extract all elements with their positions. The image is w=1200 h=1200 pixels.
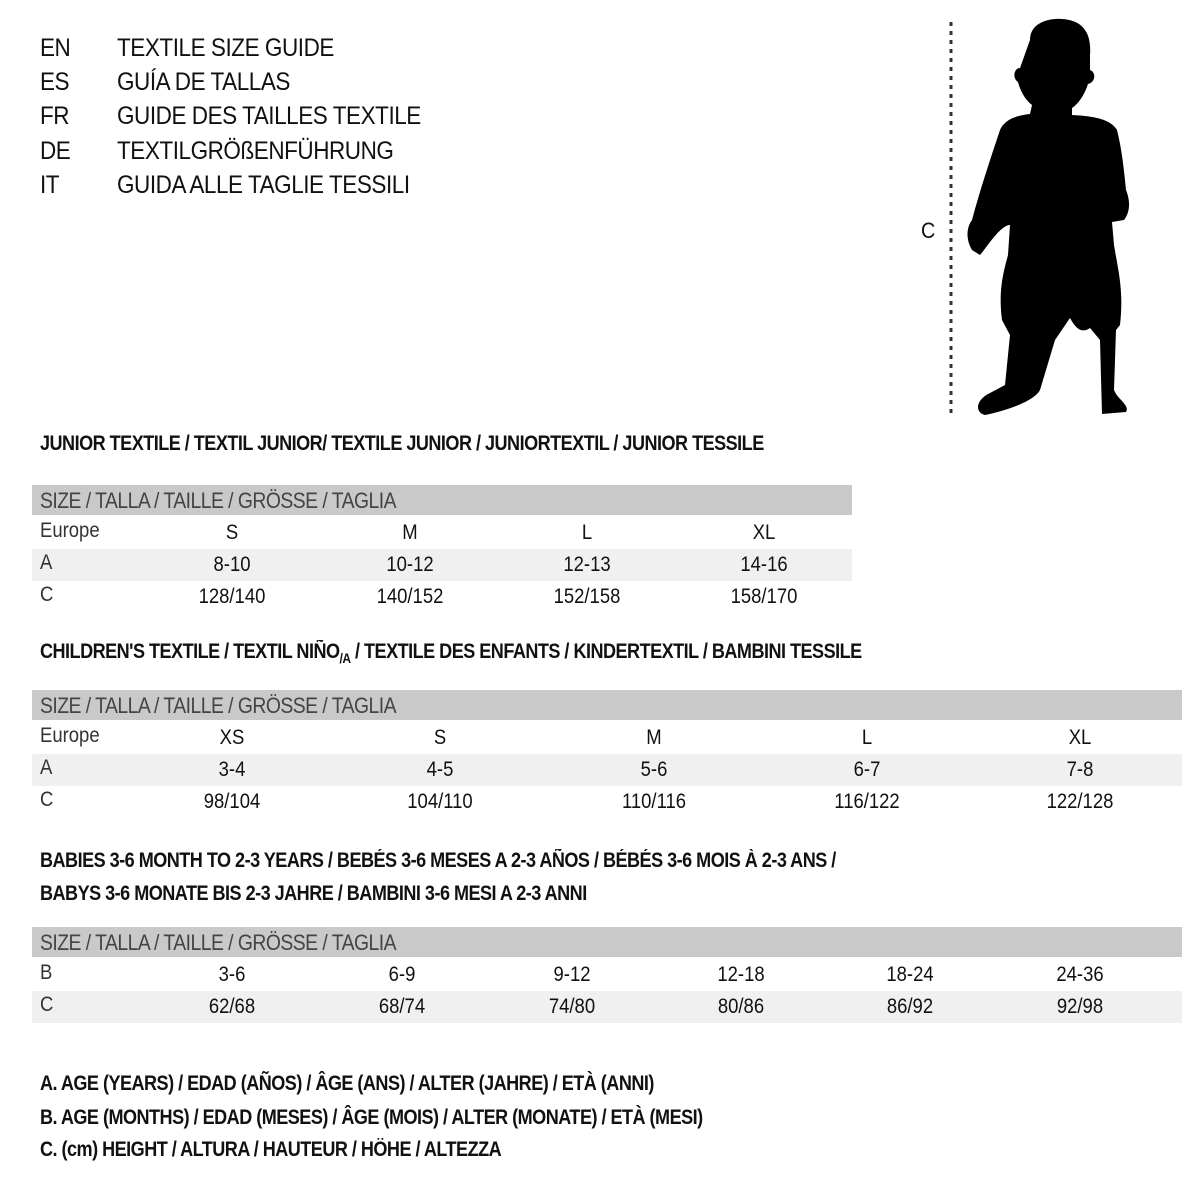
table-cell: 104/110 xyxy=(407,790,473,813)
table-cell: 68/74 xyxy=(378,995,426,1018)
table-cell: 18-24 xyxy=(886,963,934,986)
child-silhouette-icon xyxy=(949,18,1130,415)
title-it: GUIDA ALLE TAGLIE TESSILI xyxy=(117,171,410,199)
section-title-children: CHILDREN'S TEXTILE / TEXTIL NIÑO/A / TEX… xyxy=(40,640,862,666)
table-row: C 98/104 104/110 110/116 116/122 122/128 xyxy=(32,786,1182,818)
table-header: SIZE / TALLA / TAILLE / GRÖSSE / TAGLIA xyxy=(32,485,852,515)
title-fr: GUIDE DES TAILLES TEXTILE xyxy=(117,102,421,130)
table-cell: 98/104 xyxy=(203,790,261,813)
row-label: A xyxy=(40,551,53,574)
section-title-junior: JUNIOR TEXTILE / TEXTIL JUNIOR/ TEXTILE … xyxy=(40,432,764,455)
title-es: GUÍA DE TALLAS xyxy=(117,68,290,96)
table-cell: 62/68 xyxy=(208,995,256,1018)
table-cell: L xyxy=(861,726,873,749)
table-cell: XL xyxy=(752,521,776,544)
table-cell: 4-5 xyxy=(426,758,454,781)
babies-size-table: SIZE / TALLA / TAILLE / GRÖSSE / TAGLIA B… xyxy=(32,927,1182,1023)
table-header: SIZE / TALLA / TAILLE / GRÖSSE / TAGLIA xyxy=(32,690,1182,720)
table-row: A 3-4 4-5 5-6 6-7 7-8 xyxy=(32,754,1182,786)
table-cell: 10-12 xyxy=(386,553,434,576)
table-cell: 14-16 xyxy=(740,553,788,576)
lang-code-fr: FR xyxy=(40,102,70,130)
row-label: B xyxy=(40,961,53,984)
table-cell: 6-7 xyxy=(853,758,881,781)
title-de: TEXTILGRÖßENFÜHRUNG xyxy=(117,137,394,165)
legend-b: B. AGE (MONTHS) / EDAD (MESES) / ÂGE (MO… xyxy=(40,1106,703,1129)
table-cell: 7-8 xyxy=(1066,758,1094,781)
table-cell: 3-6 xyxy=(218,963,246,986)
header-label: SIZE / TALLA / TAILLE / GRÖSSE / TAGLIA xyxy=(40,488,397,513)
section-title-babies-line2: BABYS 3-6 MONATE BIS 2-3 JAHRE / BAMBINI… xyxy=(40,882,587,905)
children-size-table: SIZE / TALLA / TAILLE / GRÖSSE / TAGLIA E… xyxy=(32,690,1182,818)
table-cell: XL xyxy=(1068,726,1092,749)
table-cell: 3-4 xyxy=(218,758,246,781)
table-cell: 128/140 xyxy=(198,585,266,608)
legend-c: C. (cm) HEIGHT / ALTURA / HAUTEUR / HÖHE… xyxy=(40,1138,502,1161)
lang-code-de: DE xyxy=(40,137,71,165)
children-title-main: CHILDREN'S TEXTILE / TEXTIL NIÑO xyxy=(40,640,340,663)
table-cell: 152/158 xyxy=(553,585,621,608)
table-cell: 110/116 xyxy=(621,790,687,813)
row-label: Europe xyxy=(40,724,100,747)
table-row: Europe XS S M L XL xyxy=(32,722,1182,754)
table-header: SIZE / TALLA / TAILLE / GRÖSSE / TAGLIA xyxy=(32,927,1182,957)
table-cell: 74/80 xyxy=(548,995,596,1018)
table-cell: 140/152 xyxy=(376,585,444,608)
table-cell: M xyxy=(402,521,418,544)
children-title-rest: / TEXTILE DES ENFANTS / KINDERTEXTIL / B… xyxy=(350,640,862,663)
row-label: C xyxy=(40,993,54,1016)
table-cell: 158/170 xyxy=(730,585,798,608)
table-cell: 12-18 xyxy=(717,963,765,986)
table-cell: XS xyxy=(219,726,245,749)
table-cell: S xyxy=(225,521,239,544)
table-row: C 128/140 140/152 152/158 158/170 xyxy=(32,581,852,613)
table-row: A 8-10 10-12 12-13 14-16 xyxy=(32,549,852,581)
header-label: SIZE / TALLA / TAILLE / GRÖSSE / TAGLIA xyxy=(40,693,397,718)
row-label: C xyxy=(40,788,54,811)
table-cell: 86/92 xyxy=(886,995,934,1018)
table-cell: S xyxy=(433,726,447,749)
table-cell: 12-13 xyxy=(563,553,611,576)
children-title-sub: /A xyxy=(339,650,352,667)
table-cell: 5-6 xyxy=(640,758,668,781)
legend-a: A. AGE (YEARS) / EDAD (AÑOS) / ÂGE (ANS)… xyxy=(40,1072,654,1095)
table-cell: 92/98 xyxy=(1056,995,1104,1018)
junior-size-table: SIZE / TALLA / TAILLE / GRÖSSE / TAGLIA E… xyxy=(32,485,852,613)
table-cell: M xyxy=(646,726,662,749)
measure-label-c: C xyxy=(921,218,935,243)
lang-code-es: ES xyxy=(40,68,70,96)
table-cell: 6-9 xyxy=(388,963,416,986)
row-label: A xyxy=(40,756,53,779)
row-label: C xyxy=(40,583,54,606)
table-row: B 3-6 6-9 9-12 12-18 18-24 24-36 xyxy=(32,959,1182,991)
table-row: C 62/68 68/74 74/80 80/86 86/92 92/98 xyxy=(32,991,1182,1023)
table-cell: 9-12 xyxy=(553,963,591,986)
row-label: Europe xyxy=(40,519,100,542)
lang-code-en: EN xyxy=(40,34,71,62)
table-row: Europe S M L XL xyxy=(32,517,852,549)
table-cell: 80/86 xyxy=(717,995,765,1018)
table-cell: 8-10 xyxy=(213,553,251,576)
header-label: SIZE / TALLA / TAILLE / GRÖSSE / TAGLIA xyxy=(40,930,397,955)
table-cell: 122/128 xyxy=(1046,790,1114,813)
title-en: TEXTILE SIZE GUIDE xyxy=(117,34,334,62)
lang-code-it: IT xyxy=(40,171,60,199)
table-cell: 24-36 xyxy=(1056,963,1104,986)
section-title-babies-line1: BABIES 3-6 MONTH TO 2-3 YEARS / BEBÉS 3-… xyxy=(40,849,836,872)
table-cell: L xyxy=(581,521,593,544)
table-cell: 116/122 xyxy=(834,790,900,813)
